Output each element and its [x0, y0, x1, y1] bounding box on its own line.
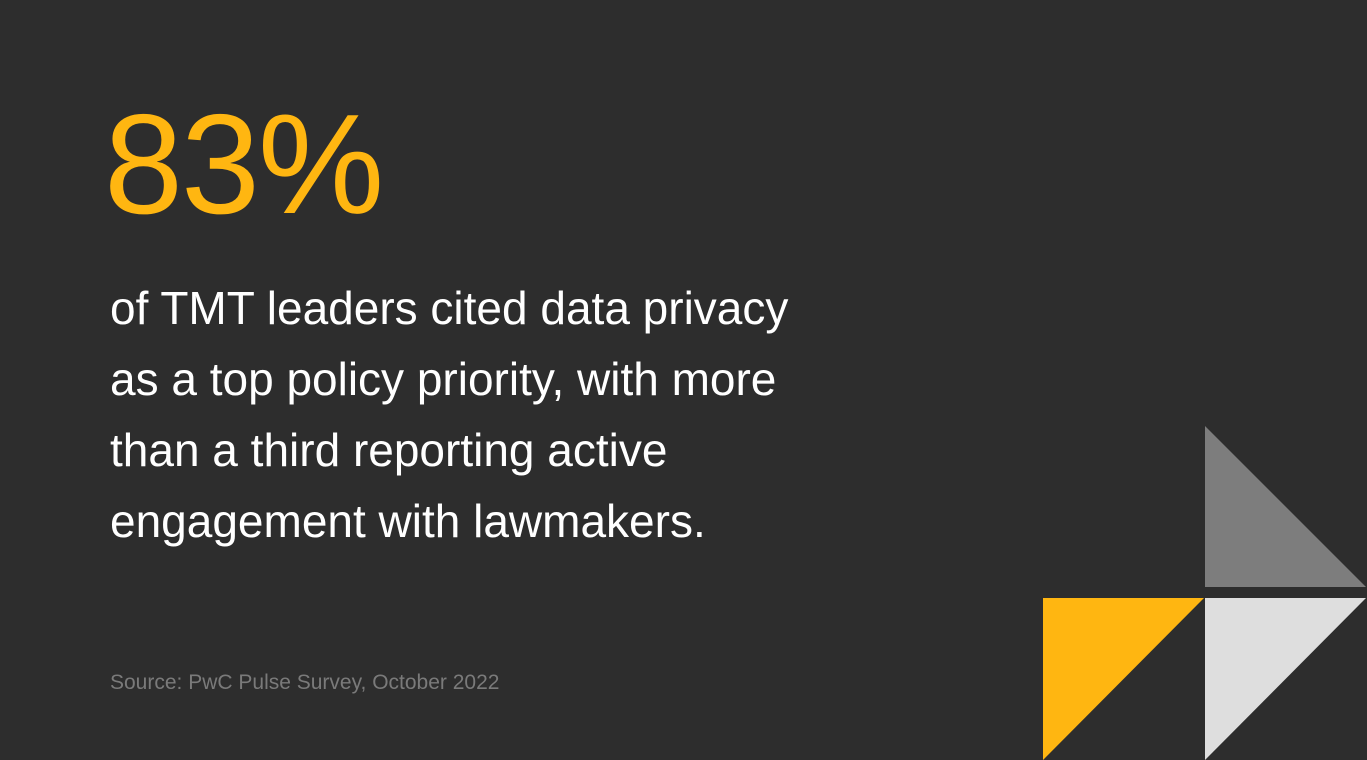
headline-statistic: 83%: [104, 85, 384, 244]
statement-line: than a third reporting active: [110, 424, 668, 476]
statement-line: as a top policy priority, with more: [110, 353, 777, 405]
statement-line: engagement with lawmakers.: [110, 495, 706, 547]
source-citation: Source: PwC Pulse Survey, October 2022: [110, 671, 500, 694]
gray-triangle-shape: [1205, 426, 1366, 587]
yellow-triangle-shape: [1043, 598, 1204, 760]
light-triangle-shape: [1205, 598, 1366, 760]
statement-text: of TMT leaders cited data privacy as a t…: [110, 273, 930, 557]
statement-line: of TMT leaders cited data privacy: [110, 282, 789, 334]
